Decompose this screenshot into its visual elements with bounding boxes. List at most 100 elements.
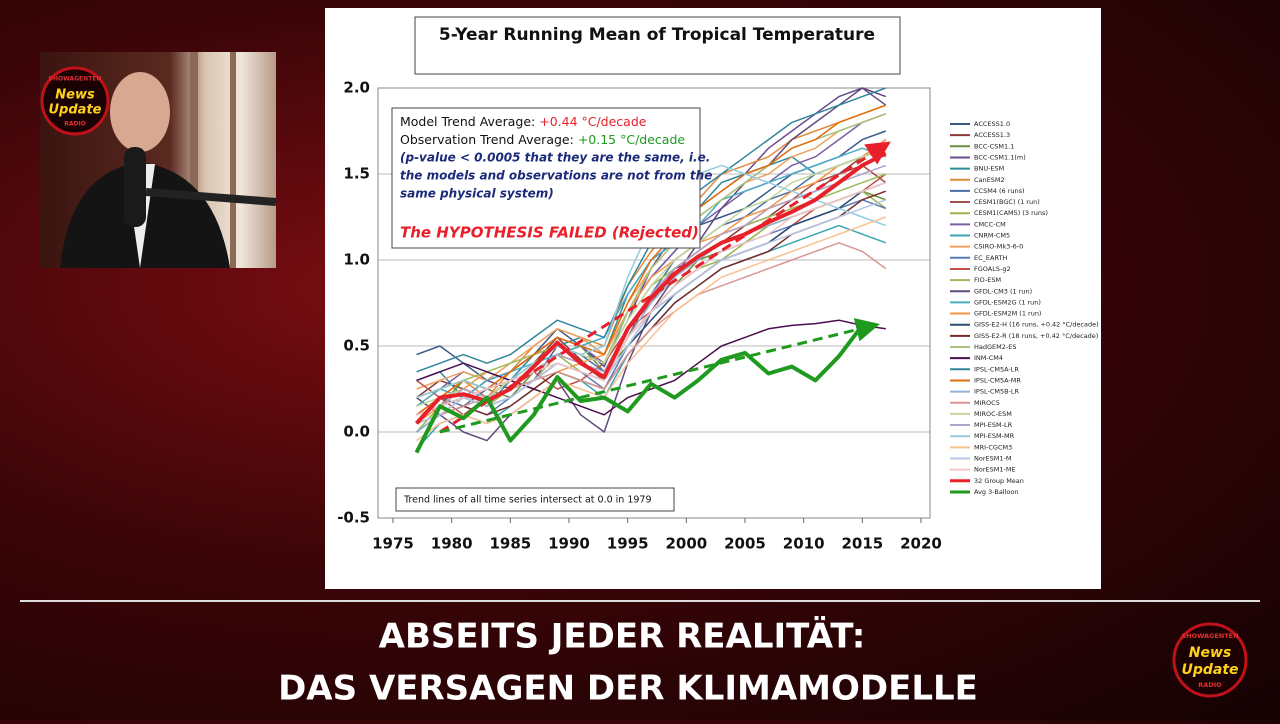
logo-ring bbox=[40, 66, 110, 136]
legend-label: GFDL-ESM2M (1 run) bbox=[974, 310, 1041, 318]
legend-label: GISS-E2-R (18 runs, +0.42 °C/decade) bbox=[974, 332, 1098, 340]
legend-label: MIROC5 bbox=[974, 399, 1000, 407]
legend-label: MIROC-ESM bbox=[974, 410, 1012, 418]
x-tick-label: 1995 bbox=[607, 535, 649, 553]
legend-label: Avg 3-Balloon bbox=[974, 488, 1018, 496]
chart-panel: 5-Year Running Mean of Tropical Temperat… bbox=[325, 8, 1101, 589]
series-line bbox=[416, 104, 887, 407]
x-tick-label: 2020 bbox=[900, 535, 942, 553]
chart: 5-Year Running Mean of Tropical Temperat… bbox=[337, 16, 1099, 553]
legend-label: BCC-CSM1.1(m) bbox=[974, 153, 1026, 161]
x-tick-label: 2015 bbox=[841, 535, 883, 553]
series-line bbox=[416, 181, 887, 416]
legend-label: IPSL-CM5A-LR bbox=[974, 365, 1019, 373]
legend-label: CESM1(CAM5) (3 runs) bbox=[974, 209, 1048, 217]
banner-line: DAS VERSAGEN DER KLIMAMODELLE bbox=[278, 669, 978, 709]
legend-label: IPSL-CM5A-MR bbox=[974, 376, 1021, 384]
legend-label: ACCESS1.3 bbox=[974, 131, 1010, 139]
legend-label: MPI-ESM-MR bbox=[974, 432, 1015, 440]
x-tick-label: 2005 bbox=[724, 535, 766, 553]
obs-trend-value: +0.15 °C/decade bbox=[578, 132, 686, 147]
y-tick-label: 1.0 bbox=[343, 251, 370, 269]
presenter-head bbox=[110, 72, 170, 152]
legend-label: NorESM1-M bbox=[974, 455, 1011, 463]
note-line: (p-value < 0.0005 that they are the same… bbox=[400, 151, 710, 165]
note-line: same physical system) bbox=[400, 187, 554, 201]
legend-label: INM-CM4 bbox=[974, 354, 1003, 362]
x-tick-label: 1980 bbox=[431, 535, 473, 553]
x-tick-label: 1985 bbox=[489, 535, 531, 553]
logo-bottom: RADIO bbox=[1198, 681, 1222, 689]
annotation-box bbox=[391, 107, 701, 249]
series-line bbox=[416, 216, 887, 442]
y-tick-label: -0.5 bbox=[337, 509, 370, 527]
logo-top: SHOWAGENTEN bbox=[49, 76, 102, 83]
title-box bbox=[414, 16, 901, 75]
x-tick-label: 1990 bbox=[548, 535, 590, 553]
banner-line: ABSEITS JEDER REALITÄT: bbox=[379, 616, 866, 657]
legend-label: GFDL-CM3 (1 run) bbox=[974, 287, 1032, 295]
legend-label: CCSM4 (6 runs) bbox=[974, 187, 1025, 195]
legend-label: NorESM1-ME bbox=[974, 466, 1016, 474]
footnote: Trend lines of all time series intersect… bbox=[403, 495, 652, 506]
webcam-scene bbox=[60, 52, 276, 268]
plot-frame bbox=[377, 87, 931, 519]
banner: ABSEITS JEDER REALITÄT: DAS VERSAGEN DER… bbox=[0, 600, 1280, 720]
series-line bbox=[416, 104, 887, 416]
legend-label: CMCC-CM bbox=[974, 220, 1006, 228]
y-tick-label: 2.0 bbox=[343, 79, 370, 97]
obs-trend-label: Observation Trend Average: bbox=[400, 132, 574, 147]
series-line bbox=[414, 324, 864, 454]
legend-label: EC_EARTH bbox=[974, 254, 1007, 262]
model-trend: Model Trend Average: +0.44 °C/decade bbox=[400, 114, 647, 129]
legend-label: MRI-CGCM3 bbox=[974, 443, 1012, 451]
x-tick-label: 2010 bbox=[783, 535, 825, 553]
banner-graphic: ABSEITS JEDER REALITÄT: DAS VERSAGEN DER… bbox=[20, 600, 1260, 709]
legend-label: CSIRO-Mk3-6-0 bbox=[974, 243, 1023, 251]
logo: SHOWAGENTEN News Update RADIO bbox=[40, 66, 110, 136]
window-frame bbox=[230, 52, 236, 268]
legend-label: BNU-ESM bbox=[974, 165, 1004, 173]
legend-label: CESM1(BGC) (1 run) bbox=[974, 198, 1040, 206]
y-tick-label: 1.5 bbox=[343, 165, 370, 183]
microphone bbox=[124, 147, 146, 227]
x-tick-label: 2000 bbox=[665, 535, 707, 553]
obs-trend: Observation Trend Average: +0.15 °C/deca… bbox=[400, 132, 685, 147]
logo-main: News bbox=[55, 88, 95, 103]
chart-title: 5-Year Running Mean of Tropical Temperat… bbox=[439, 25, 875, 45]
logo: SHOWAGENTEN News Update RADIO bbox=[1172, 622, 1248, 698]
legend-label: BCC-CSM1.1 bbox=[974, 142, 1014, 150]
logo-bottom: RADIO bbox=[64, 121, 86, 128]
legend-label: CanESM2 bbox=[974, 176, 1005, 184]
window-frame bbox=[190, 52, 198, 268]
legend-label: FGOALS-g2 bbox=[974, 265, 1011, 273]
legend-label: GISS-E2-H (16 runs, +0.42 °C/decade) bbox=[974, 321, 1099, 329]
webcam-feed bbox=[40, 52, 276, 268]
series-line bbox=[416, 147, 887, 407]
legend-label: HadGEM2-ES bbox=[974, 343, 1016, 351]
legend-label: IPSL-CM5B-LR bbox=[974, 388, 1020, 396]
model-trend-value: +0.44 °C/decade bbox=[539, 114, 647, 129]
legend-label: CNRM-CM5 bbox=[974, 232, 1010, 240]
series-line bbox=[416, 319, 886, 416]
trend-line bbox=[439, 318, 880, 434]
logo-ring bbox=[1172, 622, 1248, 698]
note-line: the models and observations are not from… bbox=[400, 169, 712, 183]
model-trend-label: Model Trend Average: bbox=[400, 114, 535, 129]
logo-main: News bbox=[1189, 645, 1231, 661]
legend-label: GFDL-ESM2G (1 run) bbox=[974, 298, 1041, 306]
mic-arm bbox=[145, 188, 276, 206]
y-tick-label: 0.0 bbox=[343, 423, 370, 441]
legend-label: FIO-ESM bbox=[974, 276, 1001, 284]
logo-main: Update bbox=[49, 103, 102, 118]
legend-label: MPI-ESM-LR bbox=[974, 421, 1013, 429]
logo-main: Update bbox=[1181, 662, 1238, 678]
x-tick-label: 1975 bbox=[372, 535, 414, 553]
legend-label: 32 Group Mean bbox=[974, 477, 1024, 485]
footnote-box bbox=[395, 487, 675, 512]
y-tick-label: 0.5 bbox=[343, 337, 370, 355]
series-line bbox=[415, 151, 887, 425]
verdict: The HYPOTHESIS FAILED (Rejected) bbox=[400, 224, 699, 242]
logo-top: SHOWAGENTEN bbox=[1181, 632, 1238, 640]
